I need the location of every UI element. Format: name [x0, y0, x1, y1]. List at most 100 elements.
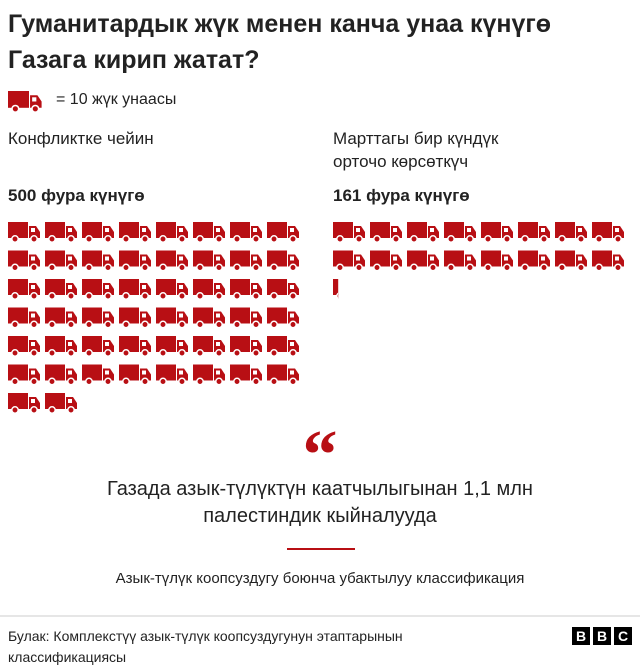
truck-icon: [156, 250, 188, 272]
truck-icon: [119, 250, 151, 272]
truck-window: [179, 313, 183, 318]
wheel: [289, 349, 297, 357]
truck-window: [68, 370, 72, 375]
wheel: [104, 235, 112, 243]
truck-box: [370, 250, 390, 267]
wheel: [503, 235, 511, 243]
wheel: [466, 263, 474, 272]
truck-box: [333, 250, 353, 267]
truck-box: [555, 250, 575, 267]
wheel: [252, 320, 260, 329]
wheel: [11, 292, 19, 300]
wheel: [270, 349, 278, 357]
logo-letter: C: [614, 627, 632, 645]
wheel: [356, 293, 362, 299]
truck-icon: [370, 250, 402, 272]
wheel: [159, 263, 167, 272]
series-name: Марттагы бир күндүк орточо көрсөткүч: [333, 129, 499, 171]
truck-icon: [518, 222, 550, 243]
wheel: [373, 235, 381, 243]
wheel: [141, 235, 149, 243]
truck-window: [578, 228, 582, 232]
wheel: [252, 292, 260, 300]
truck-window: [216, 228, 220, 232]
wheel: [289, 320, 297, 329]
truck-icon: [267, 336, 299, 357]
wheel: [595, 263, 603, 272]
truck-box: [119, 250, 139, 267]
wheel: [270, 292, 278, 300]
wheel: [30, 292, 38, 300]
truck-icon: [193, 364, 225, 386]
truck-window: [615, 256, 619, 261]
wheel: [233, 235, 241, 243]
truck-icon: [267, 364, 299, 386]
truck-window: [504, 228, 508, 232]
wheel: [252, 349, 260, 357]
truck-window: [179, 370, 183, 375]
wheel: [141, 263, 149, 272]
wheel: [11, 349, 19, 357]
truck-window: [290, 342, 294, 346]
wheel: [67, 320, 75, 329]
wheel: [159, 349, 167, 357]
wheel: [104, 263, 112, 272]
wheel: [410, 235, 418, 243]
truck-icon: [230, 250, 262, 272]
wheel: [122, 377, 130, 386]
truck-box: [193, 307, 213, 324]
wheel: [30, 320, 38, 329]
truck-icon: [8, 364, 40, 386]
wheel: [122, 235, 130, 243]
wheel: [429, 263, 437, 272]
wheel: [373, 263, 381, 272]
wheel: [85, 349, 93, 357]
truck-icon: [333, 279, 362, 300]
truck-icon: [230, 222, 262, 243]
wheel: [289, 263, 297, 272]
wheel: [67, 263, 75, 272]
wheel: [614, 235, 622, 243]
wheel: [521, 263, 529, 272]
wheel: [178, 263, 186, 272]
truck-box: [8, 364, 28, 381]
wheel: [178, 235, 186, 243]
truck-box: [119, 222, 139, 238]
wheel: [521, 235, 529, 243]
truck-window: [105, 342, 109, 346]
truck-box: [592, 250, 612, 267]
truck-box: [45, 279, 65, 295]
truck-icon: [45, 364, 77, 386]
truck-box: [267, 336, 287, 352]
truck-box: [45, 336, 65, 352]
truck-box: [8, 307, 28, 324]
truck-window: [253, 228, 257, 232]
truck-window: [290, 313, 294, 318]
wheel: [178, 377, 186, 386]
truck-window: [504, 256, 508, 261]
wheel: [577, 263, 585, 272]
wheel: [484, 263, 492, 272]
truck-window: [31, 256, 35, 261]
truck-icon: [592, 222, 624, 243]
wheel: [30, 349, 38, 357]
wheel: [104, 320, 112, 329]
truck-window: [615, 228, 619, 232]
wheel: [484, 235, 492, 243]
wheel: [48, 377, 56, 386]
truck-window: [32, 97, 37, 102]
truck-window: [68, 228, 72, 232]
wheel: [159, 235, 167, 243]
wheel: [540, 235, 548, 243]
truck-window: [467, 256, 471, 261]
wheel: [540, 263, 548, 272]
truck-icon: [230, 307, 262, 329]
series-name: Конфликтке чейин: [8, 129, 154, 148]
quote: Газада азык-түлүктүн каатчылыгынан 1,1 м…: [107, 478, 533, 527]
wheel: [355, 263, 363, 272]
truck-icon: [45, 250, 77, 272]
truck-icon: [8, 91, 42, 113]
truck-window: [68, 342, 72, 346]
